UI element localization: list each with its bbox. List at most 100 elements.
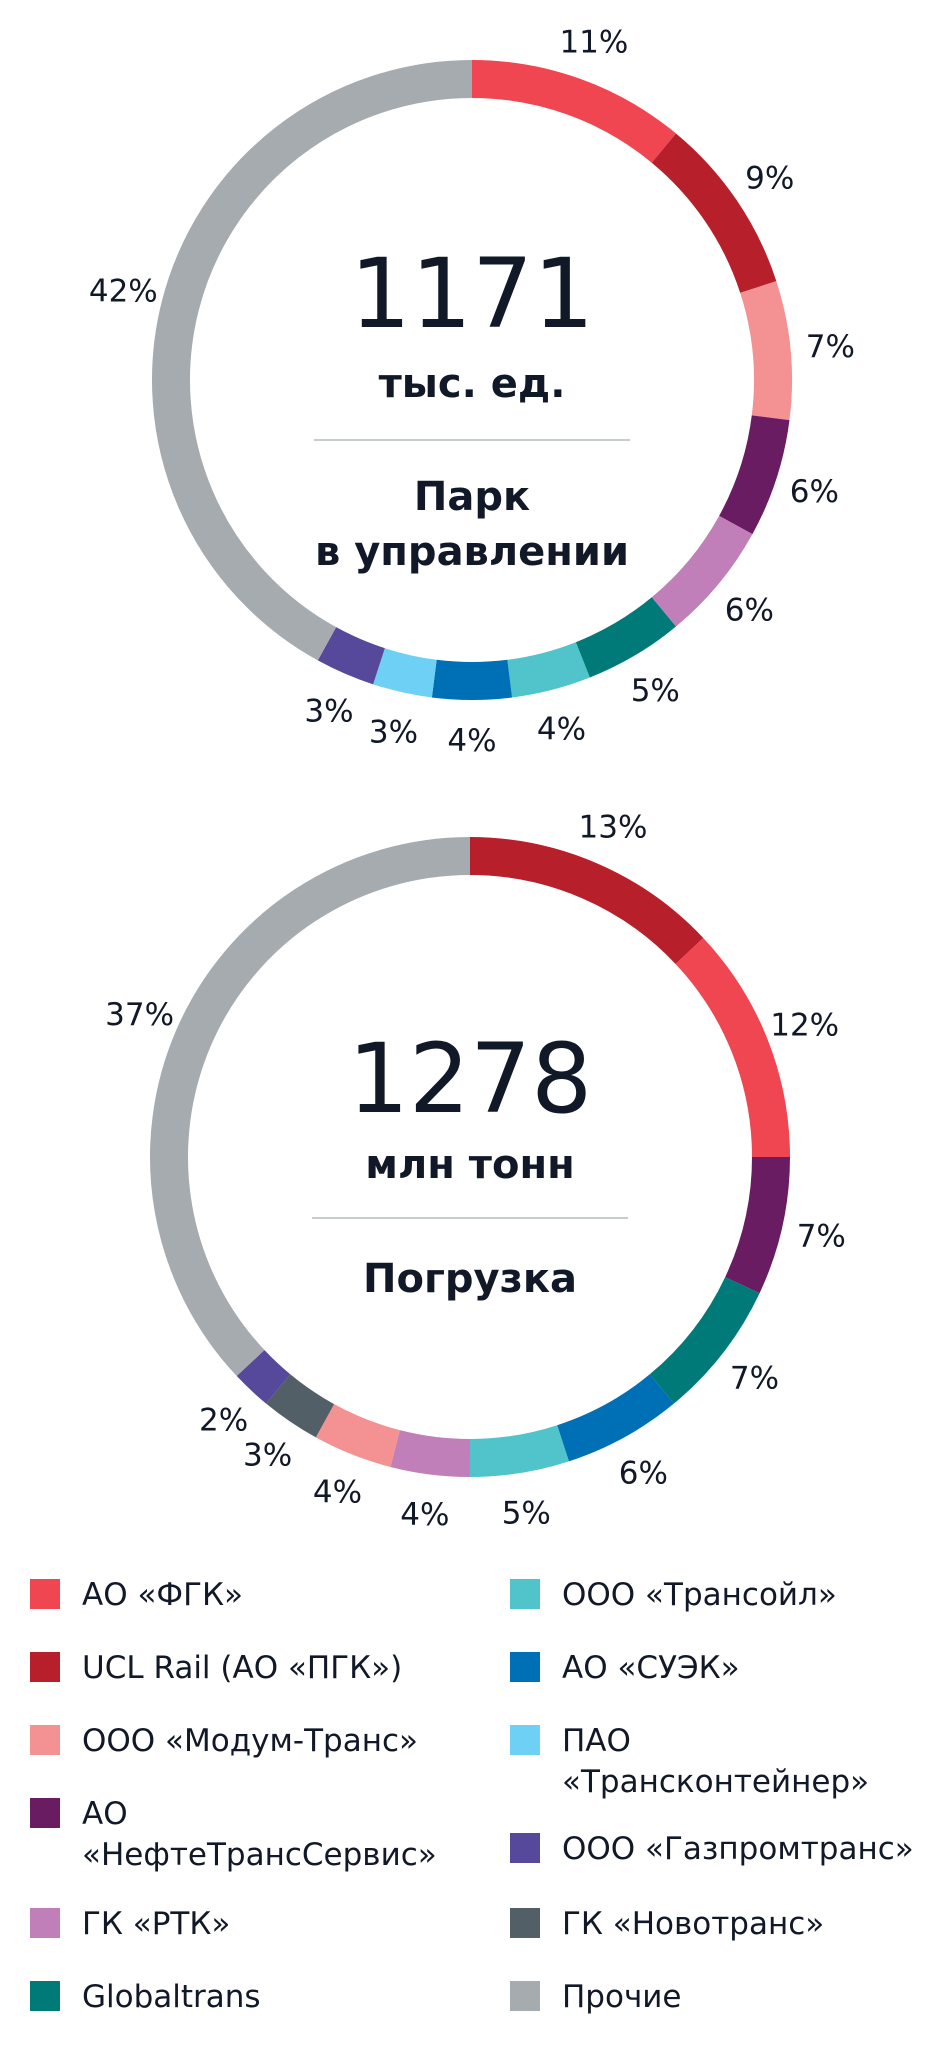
slice-label-globaltrans: 5% bbox=[631, 673, 680, 709]
legend-label-line: «НефтеТрансСервис» bbox=[82, 1837, 437, 1873]
slice-label-nts: 6% bbox=[790, 474, 839, 510]
legend: АО «ФГК» UCL Rail (АО «ПГК») ООО «Модум-Тр… bbox=[0, 1565, 944, 2045]
legend-label: UCL Rail (АО «ПГК») bbox=[82, 1648, 402, 1689]
slice-label-modum: 4% bbox=[313, 1475, 362, 1511]
legend-item-novotrans: ГК «Новотранс» bbox=[510, 1904, 824, 1945]
slice-label-suek: 4% bbox=[447, 723, 496, 759]
donut-slice-transoil bbox=[507, 642, 590, 698]
legend-swatch bbox=[30, 1798, 60, 1828]
donut-slice-fgk bbox=[675, 937, 790, 1158]
donut-slice-gazprom bbox=[317, 626, 386, 685]
legend-label-line: АО bbox=[82, 1796, 128, 1832]
legend-label: ПАО «Трансконтейнер» bbox=[562, 1721, 869, 1803]
donut-slice-other bbox=[150, 837, 471, 1377]
legend-swatch bbox=[30, 1981, 60, 2011]
donut-slice-transoil bbox=[469, 1425, 569, 1477]
donut-slice-ucl bbox=[651, 133, 777, 294]
legend-label-line: ГК «РТК» bbox=[82, 1906, 231, 1942]
legend-label: ООО «Трансойл» bbox=[562, 1575, 837, 1616]
legend-swatch bbox=[510, 1725, 540, 1755]
center-value: 1278 bbox=[348, 1023, 592, 1135]
legend-swatch bbox=[30, 1908, 60, 1938]
legend-label: АО «НефтеТрансСервис» bbox=[82, 1794, 437, 1876]
donut-slice-ucl bbox=[469, 837, 704, 965]
slice-label-fgk: 12% bbox=[770, 1008, 839, 1044]
legend-item-suek: АО «СУЭК» bbox=[510, 1648, 740, 1689]
legend-swatch bbox=[510, 1981, 540, 2011]
donut-slice-modum bbox=[740, 281, 792, 421]
slice-label-ucl: 13% bbox=[579, 810, 648, 846]
donut-slice-transcont bbox=[373, 648, 438, 698]
legend-label: АО «СУЭК» bbox=[562, 1648, 740, 1689]
center-value: 1171 bbox=[350, 238, 594, 350]
legend-label: АО «ФГК» bbox=[82, 1575, 243, 1616]
center-unit: млн тонн bbox=[365, 1142, 575, 1188]
legend-label-line: ООО «Трансойл» bbox=[562, 1577, 837, 1613]
legend-item-gazprom: ООО «Газпромтранс» bbox=[510, 1829, 914, 1870]
slice-label-transoil: 4% bbox=[537, 712, 586, 748]
slice-label-novotrans: 3% bbox=[243, 1438, 292, 1474]
legend-swatch bbox=[510, 1908, 540, 1938]
legend-item-transoil: ООО «Трансойл» bbox=[510, 1575, 837, 1616]
slice-label-fgk: 11% bbox=[559, 24, 628, 60]
legend-item-fgk: АО «ФГК» bbox=[30, 1575, 243, 1616]
legend-item-rtk: ГК «РТК» bbox=[30, 1904, 230, 1945]
slice-label-transoil: 5% bbox=[502, 1496, 551, 1532]
legend-label: Globaltrans bbox=[82, 1977, 261, 2018]
donut-slice-suek bbox=[556, 1374, 674, 1462]
legend-item-modum: ООО «Модум-Транс» bbox=[30, 1721, 418, 1762]
slice-label-gazprom: 3% bbox=[304, 693, 353, 729]
donut-slice-other bbox=[152, 60, 473, 661]
donut-chart-loading: 13% 12% 7% 7% 6% 5% 4% 4% 3%2% 37% 1278 млн тонн Пог… bbox=[105, 810, 846, 1534]
legend-swatch bbox=[510, 1833, 540, 1863]
center-unit: тыс. ед. bbox=[379, 361, 566, 407]
legend-swatch bbox=[510, 1579, 540, 1609]
donut-slice-gazprom bbox=[236, 1349, 291, 1404]
slice-label-other: 37% bbox=[105, 997, 174, 1033]
legend-swatch bbox=[30, 1725, 60, 1755]
legend-item-other: Прочие bbox=[510, 1977, 682, 2018]
legend-label-line: Прочие bbox=[562, 1979, 682, 2015]
legend-label: ООО «Газпромтранс» bbox=[562, 1829, 914, 1870]
donut-slice-nts bbox=[718, 415, 790, 535]
legend-item-nts: АО «НефтеТрансСервис» bbox=[30, 1794, 437, 1876]
legend-label-line: АО «СУЭК» bbox=[562, 1650, 740, 1686]
center-title-line: Парк bbox=[414, 474, 530, 520]
legend-label-line: Globaltrans bbox=[82, 1979, 261, 2015]
legend-label-line: UCL Rail (АО «ПГК») bbox=[82, 1650, 403, 1686]
legend-item-globaltrans: Globaltrans bbox=[30, 1977, 261, 2018]
donut-slice-globaltrans bbox=[649, 1276, 760, 1404]
legend-label: Прочие bbox=[562, 1977, 682, 2018]
slice-label-globaltrans: 7% bbox=[730, 1361, 779, 1397]
donut-slice-fgk bbox=[471, 60, 676, 163]
donut-slice-modum bbox=[315, 1403, 401, 1467]
slice-label-rtk: 4% bbox=[400, 1497, 449, 1533]
legend-item-ucl: UCL Rail (АО «ПГК») bbox=[30, 1648, 402, 1689]
legend-item-transcont: ПАО «Трансконтейнер» bbox=[510, 1721, 869, 1803]
slice-label-gazprom: 2% bbox=[199, 1402, 248, 1438]
donut-slice-rtk bbox=[390, 1430, 471, 1477]
legend-label-line: ООО «Газпромтранс» bbox=[562, 1831, 914, 1867]
legend-label-line: «Трансконтейнер» bbox=[562, 1764, 870, 1800]
center-title-line: в управлении bbox=[315, 529, 629, 575]
slice-label-rtk: 6% bbox=[725, 593, 774, 629]
legend-label: ГК «РТК» bbox=[82, 1904, 230, 1945]
legend-label: ООО «Модум-Транс» bbox=[82, 1721, 418, 1762]
legend-label-line: ПАО bbox=[562, 1723, 631, 1759]
donut-slice-globaltrans bbox=[575, 597, 676, 678]
slice-label-modum: 7% bbox=[806, 329, 855, 365]
slice-label-nts: 7% bbox=[797, 1219, 846, 1255]
legend-label-line: ООО «Модум-Транс» bbox=[82, 1723, 418, 1759]
slice-label-other: 42% bbox=[89, 274, 158, 310]
center-title-line: Погрузка bbox=[363, 1256, 577, 1302]
legend-swatch bbox=[30, 1579, 60, 1609]
legend-swatch bbox=[30, 1652, 60, 1682]
slice-label-suek: 6% bbox=[619, 1456, 668, 1492]
donut-slice-rtk bbox=[651, 515, 753, 627]
donut-slice-suek bbox=[431, 659, 513, 700]
legend-label-line: АО «ФГК» bbox=[82, 1577, 243, 1613]
legend-swatch bbox=[510, 1652, 540, 1682]
slice-label-ucl: 9% bbox=[745, 161, 794, 197]
donut-chart-fleet: 11% 9% 7% 6% 6% 5% 4% 4% 3% 3% 42% 1171 тыс. ед. Парк… bbox=[89, 24, 855, 759]
legend-label: ГК «Новотранс» bbox=[562, 1904, 824, 1945]
